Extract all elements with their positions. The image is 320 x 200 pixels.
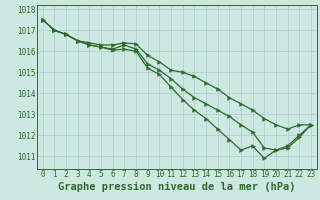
X-axis label: Graphe pression niveau de la mer (hPa): Graphe pression niveau de la mer (hPa) — [58, 182, 296, 192]
